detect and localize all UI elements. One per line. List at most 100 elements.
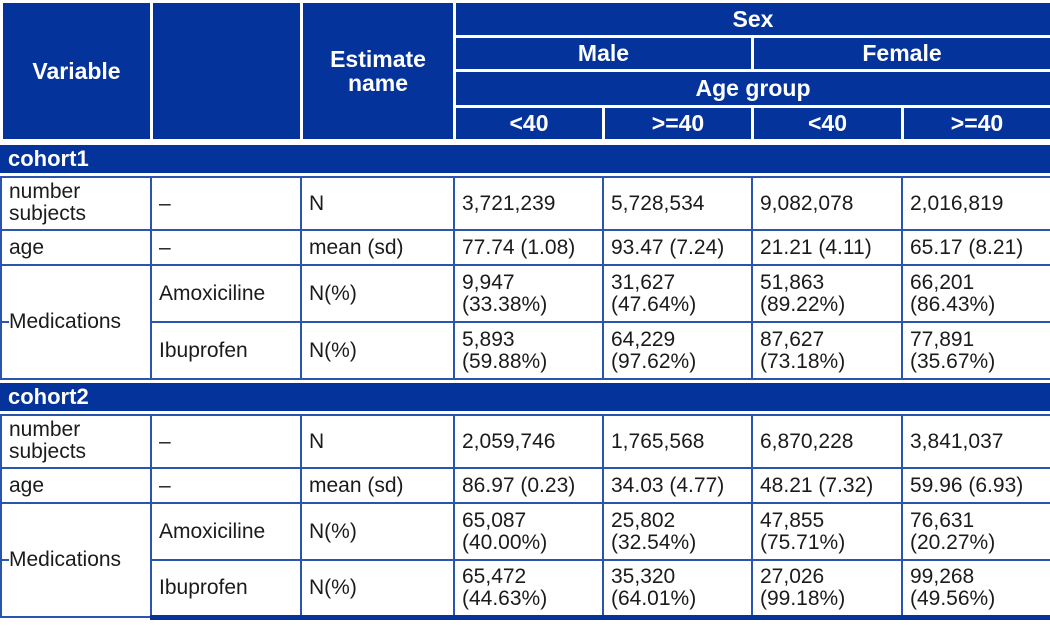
cell-value: 65.17 (8.21) [901, 229, 1050, 266]
count: 27,026 [760, 565, 825, 589]
table-row: Medications Amoxiciline N(%) 65,087 (40.0… [0, 502, 1050, 618]
header-age-group: Age group [453, 69, 1050, 108]
cell-estimate: N [300, 176, 455, 231]
cell-level: – [150, 229, 302, 266]
cell-value: 27,026 (99.18%) [751, 559, 903, 620]
cell-level: – [150, 467, 302, 504]
table-row: age – mean (sd) 86.97 (0.23) 34.03 (4.77… [0, 467, 1050, 504]
header-sex: Sex [453, 0, 1050, 38]
percent: (89.22%) [760, 292, 846, 316]
cell-value: 99,268 (49.56%) [901, 559, 1050, 620]
table-row: Ibuprofen N(%) 5,893 (59.88%) 64,229 (97.6… [1, 321, 1050, 380]
percent: (40.00%) [462, 530, 548, 554]
count: 25,802 [611, 508, 676, 532]
cell-variable-medications: Medications [0, 502, 152, 618]
table-row: number subjects – N 3,721,239 5,728,534 … [0, 176, 1050, 231]
percent: (97.62%) [611, 349, 697, 373]
percent: (47.64%) [611, 292, 697, 316]
count: 5,893 [462, 327, 515, 351]
header-male-under40: <40 [453, 105, 605, 142]
cell-variable: number subjects [0, 414, 152, 469]
cell-estimate: N(%) [300, 502, 455, 561]
percent: (20.27%) [910, 530, 996, 554]
count: 66,201 [910, 270, 975, 294]
percent: (59.88%) [462, 349, 548, 373]
cell-level: – [150, 176, 302, 231]
cell-value: 87,627 (73.18%) [751, 321, 903, 380]
percent: (44.63%) [462, 586, 548, 610]
cell-variable: age [0, 229, 152, 266]
percent: (99.18%) [760, 586, 846, 610]
cell-value: 59.96 (6.93) [901, 467, 1050, 504]
cell-value: 76,631 (20.27%) [901, 502, 1050, 561]
header-female: Female [751, 35, 1050, 72]
cell-value: 6,870,228 [751, 414, 903, 469]
table-row: age – mean (sd) 77.74 (1.08) 93.47 (7.24… [0, 229, 1050, 266]
cell-estimate: mean (sd) [300, 229, 455, 266]
header-variable: Variable [0, 0, 153, 142]
cell-value: 9,082,078 [751, 176, 903, 231]
cell-value: 3,841,037 [901, 414, 1050, 469]
count: 65,087 [462, 508, 527, 532]
count: 51,863 [760, 270, 825, 294]
header-estimate-name: Estimate name [300, 0, 456, 142]
cell-value: 2,059,746 [453, 414, 604, 469]
variable-label: number subjects [9, 418, 87, 464]
header-male-over40: >=40 [602, 105, 754, 142]
count: 9,947 [462, 270, 515, 294]
cell-estimate: N(%) [300, 264, 455, 323]
cell-value: 21.21 (4.11) [751, 229, 903, 266]
cell-value: 35,320 (64.01%) [602, 559, 753, 620]
percent: (86.43%) [910, 292, 996, 316]
count: 47,855 [760, 508, 825, 532]
percent: (32.54%) [611, 530, 697, 554]
cell-value: 51,863 (89.22%) [751, 264, 903, 323]
header-blank [150, 0, 303, 142]
section-band-cohort2: cohort2 [0, 383, 1050, 411]
cohort1-body: number subjects – N 3,721,239 5,728,534 … [0, 176, 1050, 380]
cell-value: 2,016,819 [901, 176, 1050, 231]
table-row: Ibuprofen N(%) 65,472 (44.63%) 35,320 (64.… [1, 559, 1050, 620]
cell-estimate: mean (sd) [300, 467, 455, 504]
header-male: Male [453, 35, 754, 72]
cell-value: 65,472 (44.63%) [453, 559, 604, 620]
cell-variable: age [0, 467, 152, 504]
cell-variable: number subjects [0, 176, 152, 231]
cell-value: 9,947 (33.38%) [453, 264, 604, 323]
section-band-cohort1: cohort1 [0, 145, 1050, 173]
header-female-over40: >=40 [901, 105, 1050, 142]
percent: (35.67%) [910, 349, 996, 373]
count: 35,320 [611, 565, 676, 589]
cell-value: 5,893 (59.88%) [453, 321, 604, 380]
percent: (49.56%) [910, 586, 996, 610]
cell-level: Amoxiciline [150, 264, 302, 323]
cell-value: 47,855 (75.71%) [751, 502, 903, 561]
cell-variable-medications: Medications [0, 264, 152, 380]
cell-estimate: N(%) [300, 559, 455, 620]
cell-level: Ibuprofen [150, 321, 302, 380]
count: 77,891 [910, 327, 975, 351]
cell-value: 34.03 (4.77) [602, 467, 753, 504]
cell-value: 64,229 (97.62%) [602, 321, 753, 380]
table-header: Variable Estimate name Sex Male Female A… [0, 0, 1050, 142]
cell-value: 77,891 (35.67%) [901, 321, 1050, 380]
count: 65,472 [462, 565, 527, 589]
cell-value: 3,721,239 [453, 176, 604, 231]
percent: (73.18%) [760, 349, 846, 373]
header-female-under40: <40 [751, 105, 904, 142]
cell-value: 1,765,568 [602, 414, 753, 469]
percent: (33.38%) [462, 292, 548, 316]
header-estimate-name-label: Estimate name [330, 45, 426, 96]
table-row: number subjects – N 2,059,746 1,765,568 … [0, 414, 1050, 469]
percent: (75.71%) [760, 530, 846, 554]
cell-value: 48.21 (7.32) [751, 467, 903, 504]
count: 76,631 [910, 508, 975, 532]
cell-value: 66,201 (86.43%) [901, 264, 1050, 323]
cell-level: – [150, 414, 302, 469]
table-row: Medications Amoxiciline N(%) 9,947 (33.38… [0, 264, 1050, 380]
cell-estimate: N [300, 414, 455, 469]
cell-value: 86.97 (0.23) [453, 467, 604, 504]
cell-value: 77.74 (1.08) [453, 229, 604, 266]
variable-label: number subjects [9, 180, 87, 226]
cell-value: 5,728,534 [602, 176, 753, 231]
